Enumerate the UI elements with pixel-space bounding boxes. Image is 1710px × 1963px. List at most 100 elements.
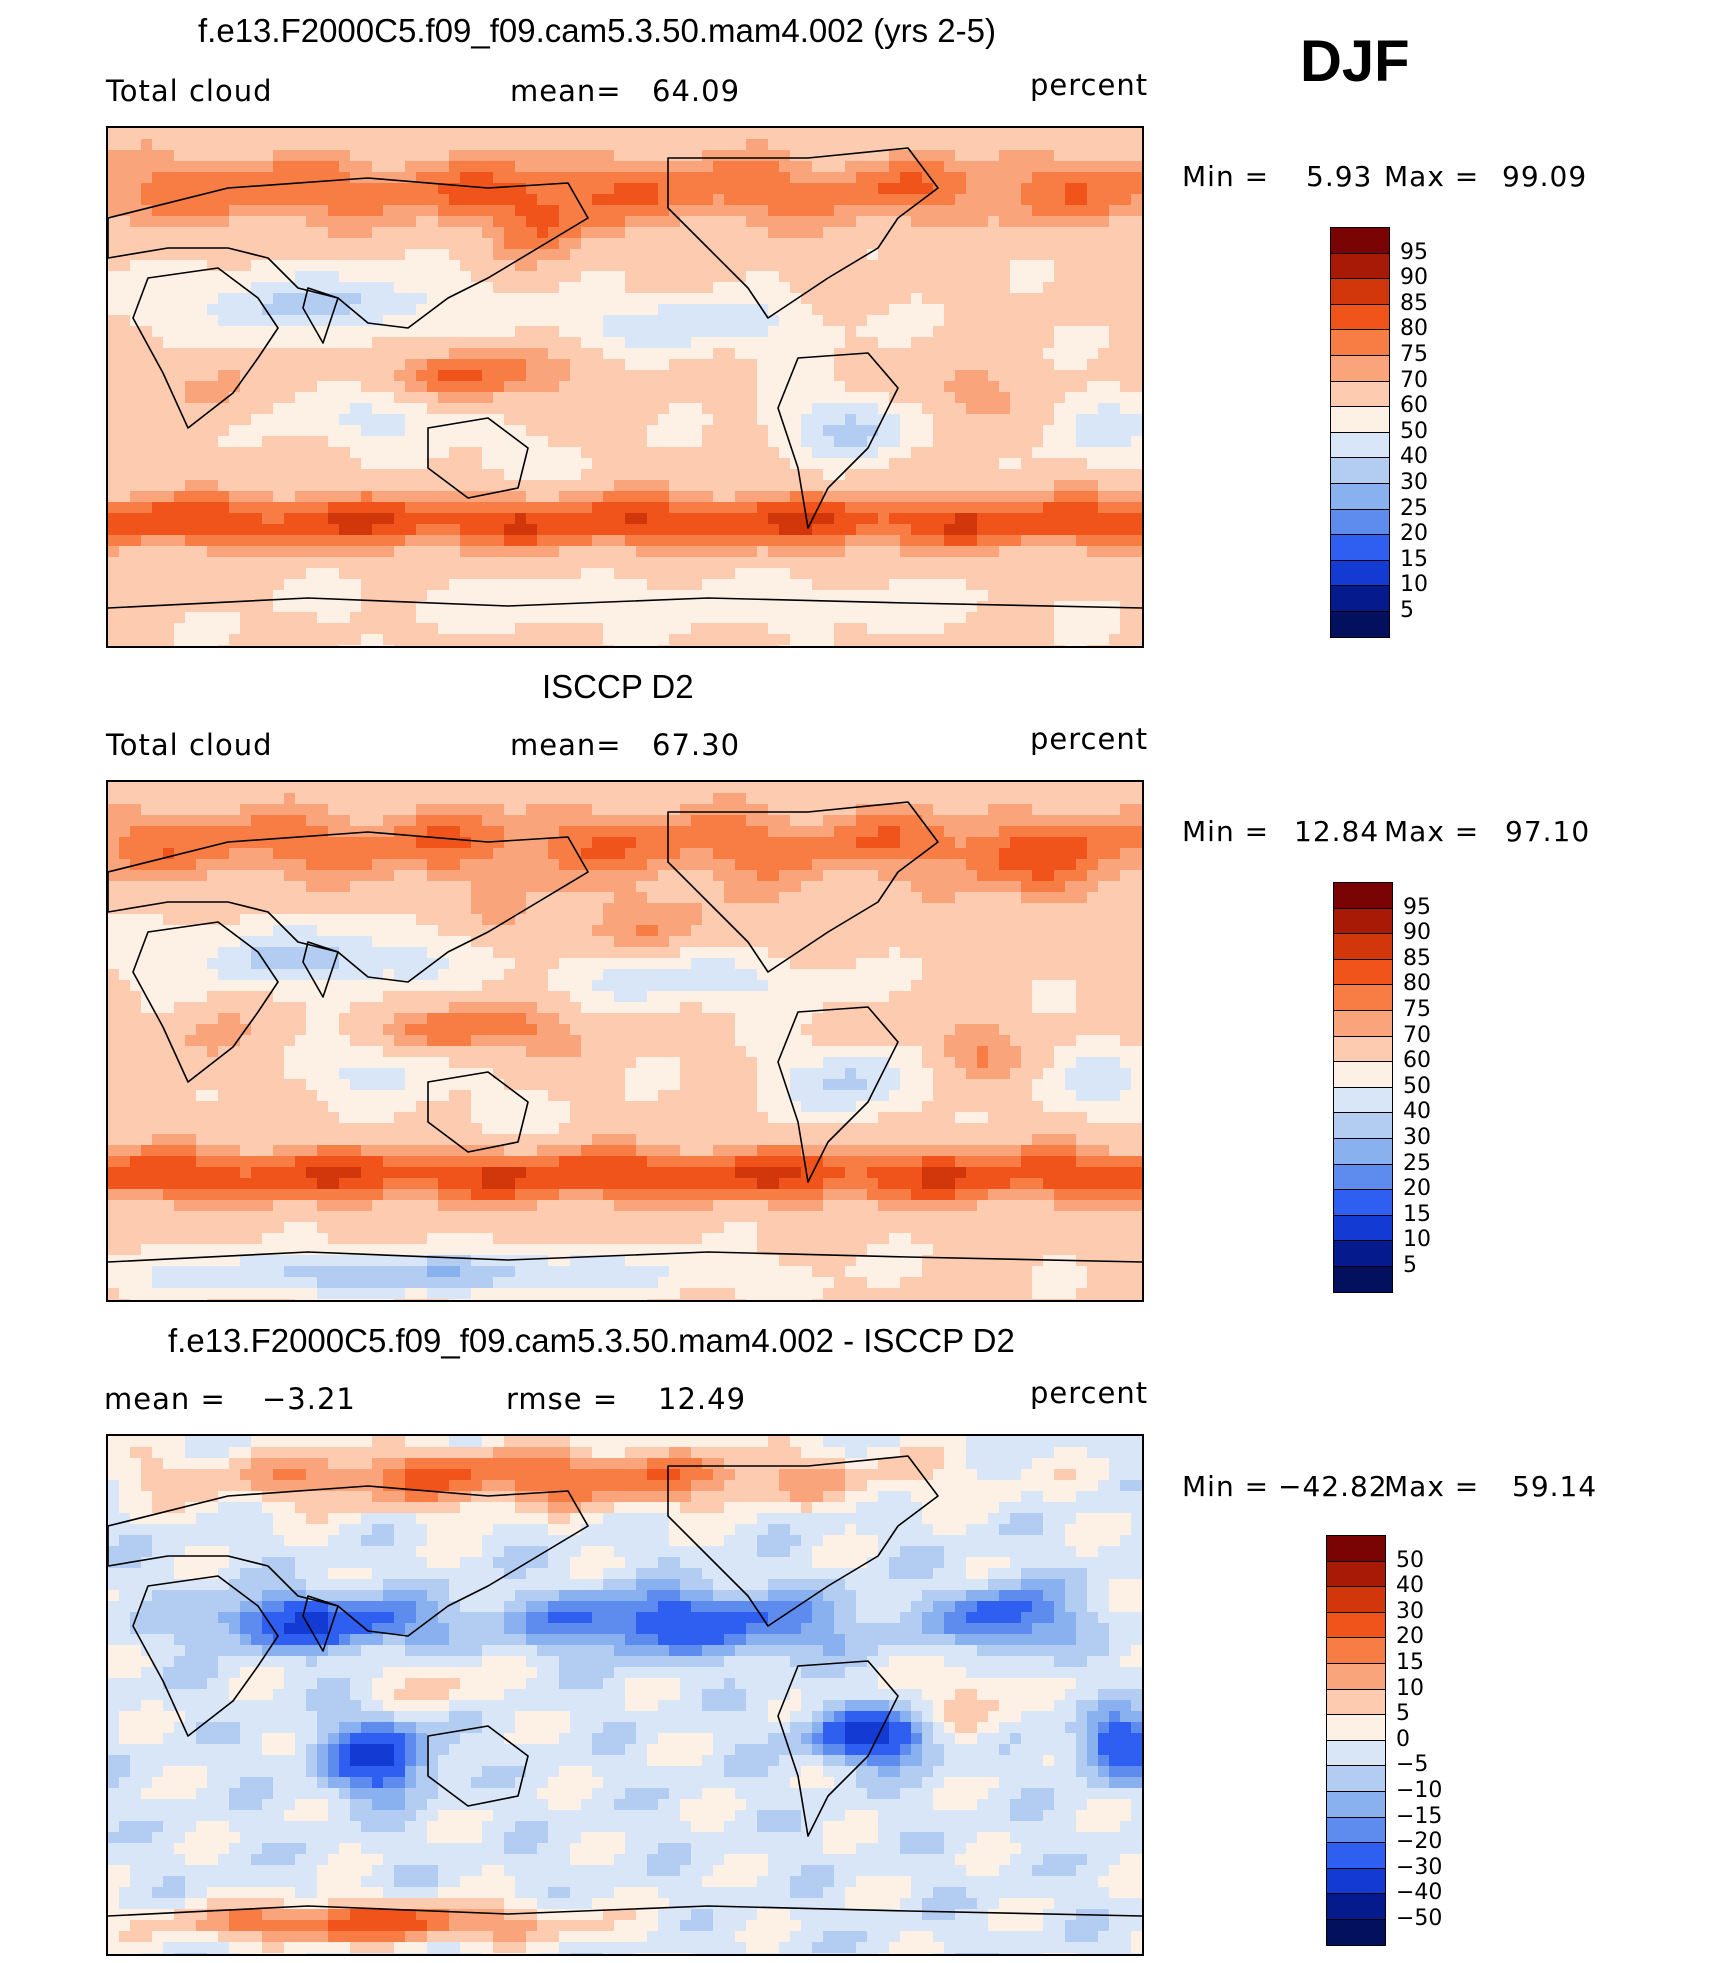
colorbar-label: −10: [1396, 1778, 1443, 1803]
panel-diff-map: [106, 1434, 1144, 1956]
colorbar-swatch: [1330, 483, 1390, 511]
colorbar-label: 80: [1403, 971, 1431, 997]
colorbar-swatch: [1333, 1138, 1393, 1166]
colorbar-label: 70: [1400, 367, 1428, 393]
colorbar-label: 90: [1400, 265, 1428, 291]
colorbar-label: 5: [1403, 1253, 1417, 1278]
coastline: [427, 417, 529, 499]
panel-obs-map: [106, 780, 1144, 1302]
colorbar-swatch: [1333, 1112, 1393, 1140]
colorbar-label: 15: [1396, 1650, 1424, 1675]
coastline: [108, 1905, 1142, 1917]
colorbar-swatch: [1330, 508, 1390, 536]
colorbar-swatch: [1333, 984, 1393, 1012]
colorbar-label: 25: [1403, 1150, 1431, 1176]
panel-model-min-label: Min =: [1182, 160, 1270, 193]
coastline: [302, 1595, 339, 1652]
colorbar-swatch: [1330, 329, 1390, 357]
panel-obs-max-value: 97.10: [1505, 815, 1591, 848]
panel-model-map-canvas: [108, 128, 1142, 646]
coastline: [108, 1485, 589, 1637]
colorbar-swatch: [1330, 303, 1390, 331]
coastline: [427, 1725, 529, 1807]
colorbar-swatch: [1333, 1035, 1393, 1063]
colorbar-swatch: [1330, 355, 1390, 383]
colorbar-swatch: [1326, 1867, 1386, 1895]
panel-diff-mean-value: −3.21: [262, 1382, 356, 1416]
panel-diff-max-label: Max =: [1384, 1470, 1480, 1503]
colorbar-label: 85: [1403, 945, 1431, 971]
panel-diff-map-canvas: [108, 1436, 1142, 1954]
colorbar-swatch: [1326, 1893, 1386, 1921]
colorbar-swatch: [1333, 1086, 1393, 1114]
colorbar-swatch: [1326, 1586, 1386, 1614]
panel-obs-title: ISCCP D2: [542, 668, 694, 705]
coastline: [777, 352, 899, 529]
coastline: [777, 1006, 899, 1183]
colorbar-label: 10: [1400, 572, 1428, 598]
colorbar-label: 60: [1400, 393, 1428, 419]
colorbar-swatch: [1326, 1919, 1386, 1947]
colorbar-label: 20: [1403, 1176, 1431, 1202]
panel-obs-min-label: Min =: [1182, 815, 1270, 848]
colorbar-label: 75: [1400, 342, 1428, 367]
colorbar-label: 15: [1400, 546, 1428, 572]
coastline: [667, 1455, 939, 1627]
colorbar-label: −20: [1396, 1829, 1443, 1855]
colorbar-label: 10: [1403, 1227, 1431, 1253]
colorbar-swatch: [1333, 1240, 1393, 1268]
coastline: [427, 1071, 529, 1153]
colorbar-label: −15: [1396, 1803, 1443, 1829]
panel-diff-min-value: −42.82: [1278, 1470, 1388, 1503]
colorbar-label: 20: [1396, 1624, 1424, 1650]
colorbar-swatch: [1333, 1010, 1393, 1038]
colorbar-label: 75: [1403, 997, 1431, 1022]
panel-model-mean-label: mean=: [510, 74, 622, 108]
colorbar-swatch: [1330, 406, 1390, 434]
colorbar-label: 40: [1403, 1099, 1431, 1125]
colorbar-swatch: [1333, 907, 1393, 935]
panel-diff-mean-label: mean =: [104, 1382, 226, 1416]
colorbar-swatch: [1326, 1791, 1386, 1819]
colorbar-swatch: [1333, 1214, 1393, 1242]
colorbar-swatch: [1326, 1714, 1386, 1742]
panel-diff-rmse-label: rmse =: [506, 1382, 619, 1416]
colorbar-label: −5: [1396, 1752, 1429, 1778]
colorbar-label: 90: [1403, 920, 1431, 946]
panel-diff-min-label: Min =: [1182, 1470, 1270, 1503]
colorbar-label: 95: [1403, 894, 1431, 920]
coastline: [302, 941, 339, 998]
colorbar-label: −30: [1396, 1854, 1443, 1880]
colorbar-swatch: [1330, 380, 1390, 408]
panel-obs-max-label: Max =: [1384, 815, 1480, 848]
panel-obs-mean-label: mean=: [510, 728, 622, 762]
coastline: [108, 1251, 1142, 1263]
colorbar-label: −40: [1396, 1880, 1443, 1906]
coastline: [302, 287, 339, 344]
colorbar-swatch: [1333, 933, 1393, 961]
coastline: [132, 267, 279, 429]
colorbar-swatch: [1330, 431, 1390, 459]
colorbar-swatch: [1326, 1816, 1386, 1844]
panel-model-min-value: 5.93: [1306, 160, 1373, 193]
panel-obs-mean-value: 67.30: [652, 728, 741, 762]
colorbar-swatch: [1330, 534, 1390, 562]
colorbar-label: 30: [1400, 470, 1428, 495]
colorbar-swatch: [1330, 227, 1390, 255]
colorbar-swatch: [1330, 457, 1390, 485]
colorbar-swatch: [1333, 1189, 1393, 1217]
panel-diff-max-value: 59.14: [1512, 1470, 1598, 1503]
colorbar-label: 80: [1400, 316, 1428, 342]
coastline: [667, 147, 939, 319]
colorbar-swatch: [1330, 559, 1390, 587]
panel-model-variable: Total cloud: [106, 74, 273, 108]
colorbar-label: 30: [1403, 1125, 1431, 1150]
colorbar-swatch: [1330, 252, 1390, 280]
colorbar-label: 85: [1400, 290, 1428, 316]
colorbar-label: 5: [1396, 1701, 1410, 1727]
season-label: DJF: [1300, 29, 1410, 94]
panel-model-title: f.e13.F2000C5.f09_f09.cam5.3.50.mam4.002…: [198, 12, 996, 49]
colorbar-label: −50: [1396, 1906, 1443, 1931]
panel-diff-title: f.e13.F2000C5.f09_f09.cam5.3.50.mam4.002…: [168, 1322, 1015, 1359]
colorbar-swatch: [1326, 1535, 1386, 1563]
